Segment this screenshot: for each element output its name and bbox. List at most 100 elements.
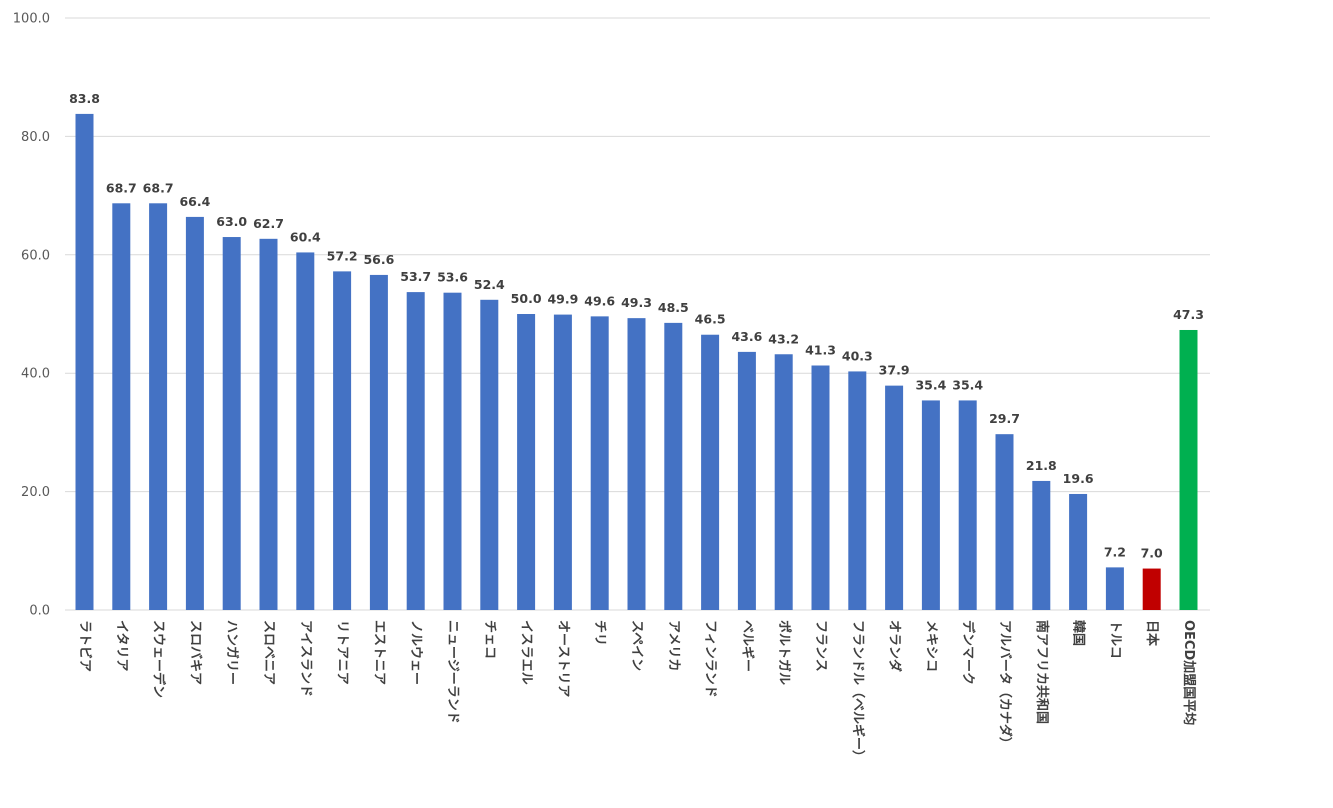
- category-label: ハンガリー: [224, 620, 239, 685]
- bar: [774, 354, 793, 610]
- bar: [149, 203, 168, 610]
- y-tick-label: 100.0: [13, 12, 50, 27]
- data-label: 35.4: [915, 377, 946, 392]
- data-label: 57.2: [327, 248, 358, 263]
- y-tick-label: 60.0: [21, 248, 50, 263]
- category-label: エストニア: [371, 620, 386, 685]
- category-label: スウェーデン: [151, 620, 167, 698]
- bar: [406, 292, 425, 610]
- data-label: 68.7: [106, 180, 137, 195]
- bar: [1069, 493, 1088, 610]
- data-label: 48.5: [658, 300, 689, 315]
- value-labels: 83.8 68.7 68.7 66.4 63.0 62.7 60.4 57.2 56.6 53.7…: [69, 91, 1204, 561]
- category-label: チリ: [592, 620, 607, 646]
- bar: [517, 314, 536, 610]
- category-label: アイスランド: [298, 620, 313, 697]
- bar: [995, 434, 1014, 610]
- data-label: 21.8: [1026, 458, 1057, 473]
- category-label: チェコ: [482, 620, 497, 659]
- category-label: フランドル（ベルギー）: [850, 620, 866, 763]
- category-label: オランダ: [887, 620, 903, 672]
- category-label: リトアニア: [335, 620, 350, 685]
- data-label: 83.8: [69, 91, 100, 106]
- bar: [811, 365, 830, 610]
- y-tick-label: 20.0: [21, 485, 50, 500]
- bar: [553, 314, 572, 610]
- category-label: メキシコ: [923, 620, 938, 672]
- category-label: ニュージーランド: [445, 620, 460, 724]
- category-label: ラトビア: [77, 620, 93, 672]
- data-label: 47.3: [1173, 307, 1204, 322]
- category-label: デンマーク: [960, 620, 976, 685]
- category-label: スロバキア: [187, 620, 202, 685]
- bar: [627, 318, 646, 610]
- category-label: ベルギー: [739, 620, 755, 672]
- data-label: 49.9: [547, 292, 578, 307]
- data-label: 68.7: [143, 180, 174, 195]
- y-tick-label: 0.0: [29, 604, 50, 619]
- bar: [296, 252, 315, 610]
- bar: [737, 351, 756, 610]
- bar: [590, 316, 609, 610]
- bar: [1142, 568, 1161, 610]
- y-tick-label: 40.0: [21, 367, 50, 382]
- bar: [369, 274, 388, 610]
- data-label: 35.4: [952, 377, 983, 392]
- bar: [921, 400, 940, 610]
- data-label: 43.2: [768, 331, 799, 346]
- category-labels: ラトビア イタリア スウェーデン スロバキア ハンガリー スロベニア アイスランド リトアニア…: [77, 620, 1197, 763]
- category-label: 日本: [1144, 620, 1160, 646]
- category-label: アメリカ: [666, 620, 681, 671]
- data-label: 60.4: [290, 229, 321, 244]
- data-label: 53.6: [437, 270, 468, 285]
- category-label: フィンランド: [703, 620, 718, 698]
- data-label: 43.6: [731, 329, 762, 344]
- data-label: 52.4: [474, 277, 505, 292]
- category-label: イタリア: [114, 620, 129, 671]
- data-label: 29.7: [989, 411, 1020, 426]
- bars: [75, 113, 1198, 611]
- category-label: 南アフリカ共和国: [1034, 620, 1050, 724]
- data-label: 66.4: [179, 194, 210, 209]
- category-label: フランス: [813, 620, 828, 672]
- category-label: トルコ: [1107, 620, 1122, 659]
- category-label: オーストリア: [555, 620, 570, 697]
- data-label: 7.2: [1104, 544, 1126, 559]
- category-label: イスラエル: [519, 620, 534, 685]
- data-label: 19.6: [1063, 471, 1094, 486]
- data-label: 7.0: [1141, 546, 1163, 561]
- category-label: 韓国: [1071, 620, 1087, 646]
- data-label: 63.0: [216, 214, 247, 229]
- data-label: 56.6: [363, 252, 394, 267]
- bar: [848, 371, 867, 610]
- bar: [259, 238, 278, 611]
- bar: [664, 322, 683, 610]
- data-label: 50.0: [511, 291, 542, 306]
- bar: [443, 292, 462, 610]
- bar: [222, 237, 241, 611]
- category-label: アルバータ（カナダ）: [997, 620, 1013, 750]
- bar: [958, 400, 977, 610]
- bar: [185, 216, 204, 611]
- bar: [1179, 329, 1198, 610]
- y-tick-label: 80.0: [21, 130, 50, 145]
- bar: [885, 385, 904, 610]
- data-label: 62.7: [253, 216, 284, 231]
- bar: [112, 203, 131, 610]
- bar: [75, 113, 94, 611]
- data-label: 46.5: [695, 312, 726, 327]
- bar: [1105, 567, 1124, 610]
- data-label: 37.9: [879, 363, 910, 378]
- category-label: ノルウェー: [408, 620, 423, 685]
- data-label: 49.6: [584, 293, 615, 308]
- bar: [480, 299, 499, 610]
- category-label: ポルトガル: [776, 620, 792, 685]
- y-axis-tick-labels: 0.0 20.0 40.0 60.0 80.0 100.0: [13, 12, 50, 619]
- bar: [1032, 480, 1051, 610]
- data-label: 53.7: [400, 269, 431, 284]
- data-label: 49.3: [621, 295, 652, 310]
- data-label: 40.3: [842, 348, 873, 363]
- category-label: スロベニア: [261, 620, 276, 685]
